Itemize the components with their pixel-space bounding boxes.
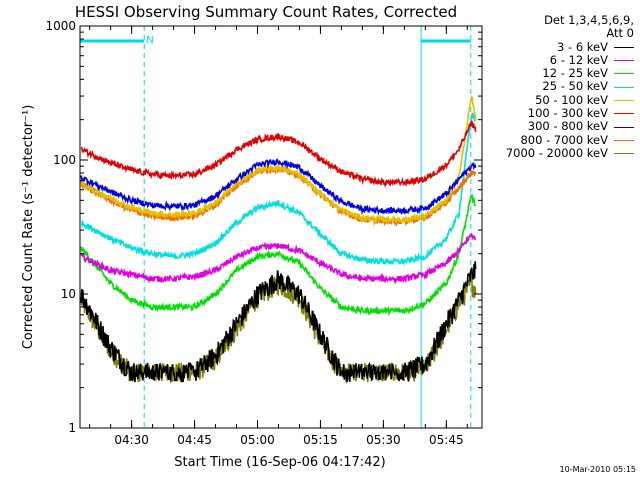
x-tick-label-4: 05:15 [303,433,338,447]
flag-label: N [146,35,153,46]
legend-item-7: 300 - 800 keV [506,120,634,133]
footer-timestamp: 10-Mar-2010 05:15 [559,465,637,474]
x-tick-label-3: 05:00 [240,433,275,447]
y-axis: 1 10 100 1000 [45,19,482,435]
x-axis-label: Start Time (16-Sep-06 04:17:42) [174,455,385,470]
y-tick-label-2: 10 [61,287,76,301]
legend-item-2: 6 - 12 keV [506,52,634,67]
legend-label: 300 - 800 keV [527,119,608,134]
y-axis-label: Corrected Count Rate (s⁻¹ detector⁻¹) [21,105,36,350]
x-tick-label-6: 05:45 [429,433,464,447]
series-lines [80,94,477,384]
chart-title: HESSI Observing Summary Count Rates, Cor… [75,3,457,21]
legend-swatch [614,86,634,88]
plot-frame [79,25,483,429]
legend-swatch [614,113,634,115]
x-axis: 04:30 04:45 05:00 05:15 05:30 05:45 [89,26,468,447]
legend-swatch [614,139,634,141]
legend-label: 100 - 300 keV [527,106,608,121]
legend-item-1: 3 - 6 keV [506,39,634,54]
series-line-5 [81,94,477,225]
series-line-7 [80,158,477,216]
legend-swatch [614,60,634,62]
legend-header-line-1: Det 1,3,4,5,6,9, [544,13,634,27]
legend-item-5: 50 - 100 keV [506,92,634,107]
legend-header-line-2: Att 0 [606,26,634,41]
y-tick-label-4: 1000 [45,19,76,33]
legend: Det 1,3,4,5,6,9, Att 0 3 - 6 keV 6 - 12 k… [505,13,634,160]
y-tick-label-3: 100 [53,153,76,167]
legend-swatch [614,153,634,155]
x-tick-label-5: 05:30 [366,433,401,447]
legend-label: 25 - 50 keV [542,79,608,94]
legend-swatch [614,73,634,75]
series-line-4 [81,112,476,267]
series-line-6 [81,120,477,189]
series-line-1 [80,261,477,384]
legend-label: 50 - 100 keV [535,92,608,107]
legend-swatch [614,46,634,48]
legend-label: 800 - 7000 keV [520,132,608,147]
x-tick-label-2: 04:45 [177,433,212,447]
legend-item-6: 100 - 300 keV [506,106,634,121]
legend-item-4: 25 - 50 keV [506,80,634,93]
legend-item-8: 800 - 7000 keV [506,132,634,147]
y-tick-label-1: 1 [68,421,76,435]
legend-swatch [614,126,634,128]
x-tick-label-1: 04:30 [114,433,149,447]
legend-label: 6 - 12 keV [549,52,608,67]
legend-item-3: 12 - 25 keV [506,66,634,81]
series-line-3 [80,194,477,317]
legend-label: 12 - 25 keV [542,66,608,81]
series-line-2 [80,232,477,285]
legend-item-9: 7000 - 20000 keV [505,145,634,160]
legend-label: 3 - 6 keV [557,39,608,54]
legend-label: 7000 - 20000 keV [505,145,608,160]
legend-swatch [614,99,634,101]
